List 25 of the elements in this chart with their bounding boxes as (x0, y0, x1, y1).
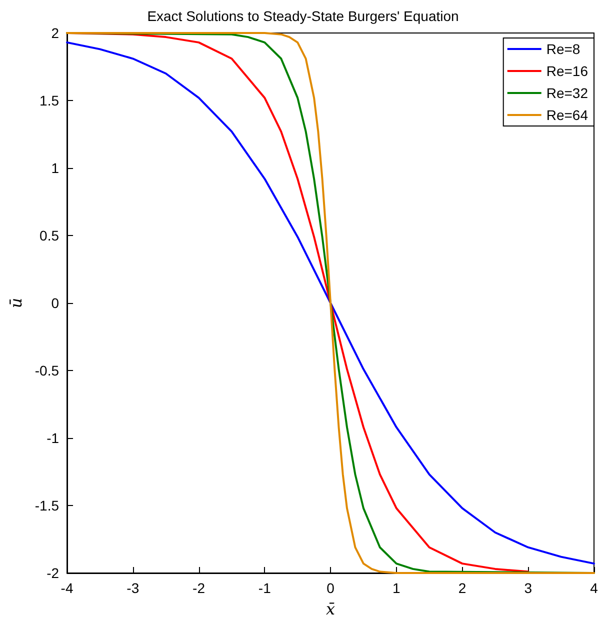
x-tick-label: 1 (392, 580, 400, 596)
legend-label: Re=16 (546, 63, 588, 79)
x-tick-label: -4 (60, 580, 74, 596)
x-tick-label: 3 (524, 580, 532, 596)
y-tick-label: 0.5 (40, 228, 60, 244)
x-tick-label: 2 (458, 580, 466, 596)
y-tick-label: 0 (51, 295, 60, 311)
y-tick-label: 1.5 (40, 92, 60, 108)
legend-label: Re=32 (546, 85, 588, 101)
x-tick-label: 4 (590, 580, 598, 596)
x-tick-label: -2 (192, 580, 206, 596)
y-tick-label: -1.5 (34, 498, 60, 514)
legend-label: Re=8 (546, 41, 580, 57)
x-axis-title: x̄ (326, 600, 336, 618)
legend-label: Re=64 (546, 107, 588, 123)
y-tick-label: -1 (46, 430, 60, 446)
y-tick-label: 2 (51, 25, 60, 41)
x-tick-label: -3 (126, 580, 140, 596)
x-tick-label: 0 (326, 580, 335, 596)
y-tick-label: -0.5 (34, 362, 60, 378)
y-axis-title: ū (6, 298, 26, 308)
chart-title: Exact Solutions to Steady-State Burgers' Equation (147, 8, 459, 24)
x-tick-label: -1 (258, 580, 272, 596)
y-tick-label: -2 (46, 565, 60, 581)
y-tick-label: 1 (51, 160, 60, 176)
